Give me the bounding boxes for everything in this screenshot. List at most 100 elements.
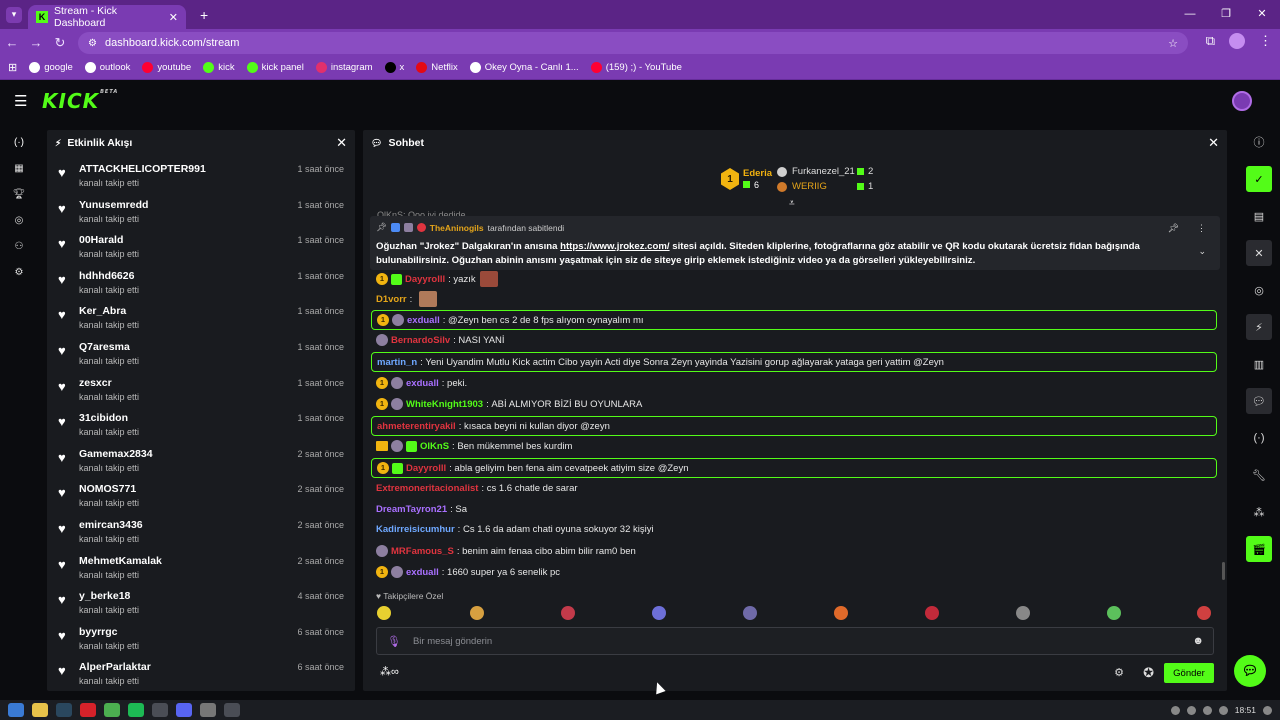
chat-message[interactable]: martin_n: Yeni Uyandim Mutlu Kick actim … xyxy=(371,352,1217,372)
community-icon[interactable]: ⚇ xyxy=(14,240,24,252)
activity-item[interactable]: ♥ Ker_Abra kanalı takip etti 1 saat önce xyxy=(47,298,355,334)
steam-active-icon[interactable] xyxy=(224,703,240,717)
activity-user[interactable]: Yunusemredd xyxy=(79,198,149,211)
activity-item[interactable]: ♥ AlperParlaktar kanalı takip etti 6 saat ö… xyxy=(47,654,355,690)
chat-username[interactable]: exduall xyxy=(406,377,439,389)
profile-avatar[interactable] xyxy=(1229,33,1245,49)
chevron-down-icon[interactable]: ⌄ xyxy=(1198,246,1206,256)
activity-user[interactable]: Ker_Abra xyxy=(79,305,127,318)
chat-scrollbar[interactable] xyxy=(1222,562,1225,580)
emote-5-icon[interactable] xyxy=(743,606,757,620)
bookmark-7[interactable]: Netflix xyxy=(416,62,458,73)
chrome-active-icon[interactable] xyxy=(152,703,168,717)
network-icon[interactable] xyxy=(1202,705,1212,715)
forward-button[interactable]: → xyxy=(29,35,43,50)
activity-item[interactable]: ♥ MehmetKamalak kanalı takip etti 2 saat ön… xyxy=(47,548,355,584)
activity-bolt-icon[interactable]: ⚡︎ xyxy=(1246,314,1272,340)
chat-username[interactable]: Dayyrolll xyxy=(406,462,447,474)
chat-message[interactable]: 1 Dayyrolll: abla geliyim ben fena aim ce… xyxy=(371,458,1217,478)
clapper-icon[interactable]: 🎬︎ xyxy=(1246,536,1272,562)
activity-user[interactable]: 00Harald xyxy=(79,234,124,247)
notes-icon[interactable]: ▥ xyxy=(1253,358,1265,371)
chat-username[interactable]: MRFamous_S xyxy=(391,545,454,557)
activity-item[interactable]: ♥ 31cibidon kanalı takip etti 1 saat önce xyxy=(47,405,355,441)
unpin-icon[interactable]: 📌︎ xyxy=(1167,223,1179,233)
bookmark-0[interactable]: google xyxy=(29,62,73,73)
chat-message[interactable]: MRFamous_S: benim aim fenaa cibo abim bi… xyxy=(376,545,636,557)
pinned-more-icon[interactable]: ⋮ xyxy=(1197,223,1206,233)
tray-arrow-icon[interactable] xyxy=(1170,705,1180,715)
bookmark-1[interactable]: outlook xyxy=(84,62,130,73)
chat-message[interactable]: BernardoSilv: NASI YANİ xyxy=(376,334,505,346)
bookmark-8[interactable]: Okey Oyna - Canlı 1... xyxy=(469,62,579,73)
tab-search-button[interactable]: ▾ xyxy=(6,6,22,23)
chat-toggle-icon[interactable]: 💬︎ xyxy=(1246,388,1272,414)
chat-username[interactable]: BernardoSilv xyxy=(391,334,451,346)
chat-username[interactable]: exduall xyxy=(407,314,440,326)
window-close-button[interactable]: ✕ xyxy=(1257,8,1267,20)
start-icon[interactable] xyxy=(8,703,24,717)
activity-close-icon[interactable]: ✕ xyxy=(336,135,347,150)
activity-item[interactable]: ♥ y_berke18 kanalı takip etti 4 saat önce xyxy=(47,583,355,619)
send-button[interactable]: Gönder xyxy=(1164,663,1214,683)
chat-settings-icon[interactable]: ⚙ xyxy=(1114,667,1124,679)
browser-menu-icon[interactable]: ⋮ xyxy=(1259,33,1272,48)
chat-username[interactable]: ahmeterentiryakil xyxy=(377,420,456,432)
spotify-icon[interactable] xyxy=(128,703,144,717)
collapse-arrow-icon[interactable]: ⩡ xyxy=(789,198,795,209)
activity-item[interactable]: ♥ zesxcr kanalı takip etti 1 saat önce xyxy=(47,370,355,406)
new-tab-button[interactable]: + xyxy=(200,6,209,23)
community-icon[interactable]: ⁂ xyxy=(1253,506,1265,519)
back-button[interactable]: ← xyxy=(5,35,19,50)
emote-4-icon[interactable] xyxy=(652,606,666,620)
opera-icon[interactable] xyxy=(80,703,96,717)
activity-item[interactable]: ♥ Q7aresma kanalı takip etti 1 saat önce xyxy=(47,334,355,370)
emote-2-icon[interactable] xyxy=(470,606,484,620)
pinned-link[interactable]: https://www.jrokez.com/ xyxy=(560,241,670,252)
activity-user[interactable]: emircan3436 xyxy=(79,518,143,531)
clock[interactable]: 18:51 xyxy=(1234,705,1256,715)
chat-username[interactable]: martin_n xyxy=(377,356,418,368)
chat-username[interactable]: Kadirreisicumhur xyxy=(376,524,455,535)
kick-logo[interactable]: KICKBETA xyxy=(42,89,119,113)
apps-grid-icon[interactable]: ⊞ xyxy=(8,62,18,74)
address-bar[interactable]: ⚙ dashboard.kick.com/stream ☆ xyxy=(78,32,1188,54)
bookmark-star-icon[interactable]: ☆ xyxy=(1168,37,1178,50)
chat-message[interactable]: OlKnS: Ben mükemmel bes kurdim xyxy=(376,440,572,452)
chat-input[interactable]: 🎙︎ Bir mesaj gönderin ☻ xyxy=(376,627,1214,655)
hamburger-menu-icon[interactable]: ☰ xyxy=(14,93,28,110)
reload-button[interactable]: ↻ xyxy=(54,34,66,50)
settings-gear-icon[interactable]: ⚙ xyxy=(14,266,24,278)
chat-username[interactable]: WhiteKnight1903 xyxy=(406,398,484,410)
minimize-button[interactable]: — xyxy=(1184,8,1196,20)
moderation-target-icon[interactable]: ◎ xyxy=(1254,284,1264,297)
microphone-icon[interactable]: 🎙︎ xyxy=(387,635,401,648)
bookmark-5[interactable]: instagram xyxy=(315,62,373,73)
bookmark-2[interactable]: youtube xyxy=(142,62,191,73)
obs-icon[interactable] xyxy=(200,703,216,717)
restore-button[interactable]: ❐ xyxy=(1221,8,1231,20)
chat-username[interactable]: Extremoneritacionalist xyxy=(376,483,479,494)
emote-7-icon[interactable] xyxy=(925,606,939,620)
volume-icon[interactable] xyxy=(1218,705,1228,715)
activity-user[interactable]: NOMOS771 xyxy=(79,483,137,496)
broadcast-icon[interactable]: (·) xyxy=(1253,432,1265,444)
check-icon[interactable]: ✓ xyxy=(1246,166,1272,192)
activity-item[interactable]: ♥ Yunusemredd kanalı takip etti 1 saat önce xyxy=(47,192,355,228)
activity-item[interactable]: ♥ byyrrgc kanalı takip etti 6 saat önce xyxy=(47,619,355,655)
gift-leaderboard[interactable]: 1 Ederia 6 Furkanezel_21 2 WERIIG 1 xyxy=(721,166,881,194)
chat-message[interactable]: ahmeterentiryakil: kısaca beyni ni kulla… xyxy=(371,416,1217,436)
chat-message[interactable]: 1 exduall: 1660 super ya 6 senelik pc xyxy=(376,566,560,578)
chrome-icon[interactable] xyxy=(104,703,120,717)
extensions-icon[interactable]: ⧉ xyxy=(1205,33,1215,48)
emote-9-icon[interactable] xyxy=(1107,606,1121,620)
chat-message[interactable]: Extremoneritacionalist: cs 1.6 chatle de… xyxy=(376,483,578,494)
site-info-icon[interactable]: ⚙ xyxy=(88,37,97,49)
chat-username[interactable]: D1vorr xyxy=(376,293,407,305)
chat-message[interactable]: 1 Dayyrolll: yazık xyxy=(376,271,498,287)
activity-user[interactable]: AlperParlaktar xyxy=(79,661,151,674)
bookmark-9[interactable]: (159) ;) - YouTube xyxy=(590,62,682,73)
emote-1-icon[interactable] xyxy=(377,606,391,620)
trophy-icon[interactable]: 🏆︎ xyxy=(12,188,26,200)
activity-item[interactable]: ♥ hdhhd6626 kanalı takip etti 1 saat önce xyxy=(47,263,355,299)
